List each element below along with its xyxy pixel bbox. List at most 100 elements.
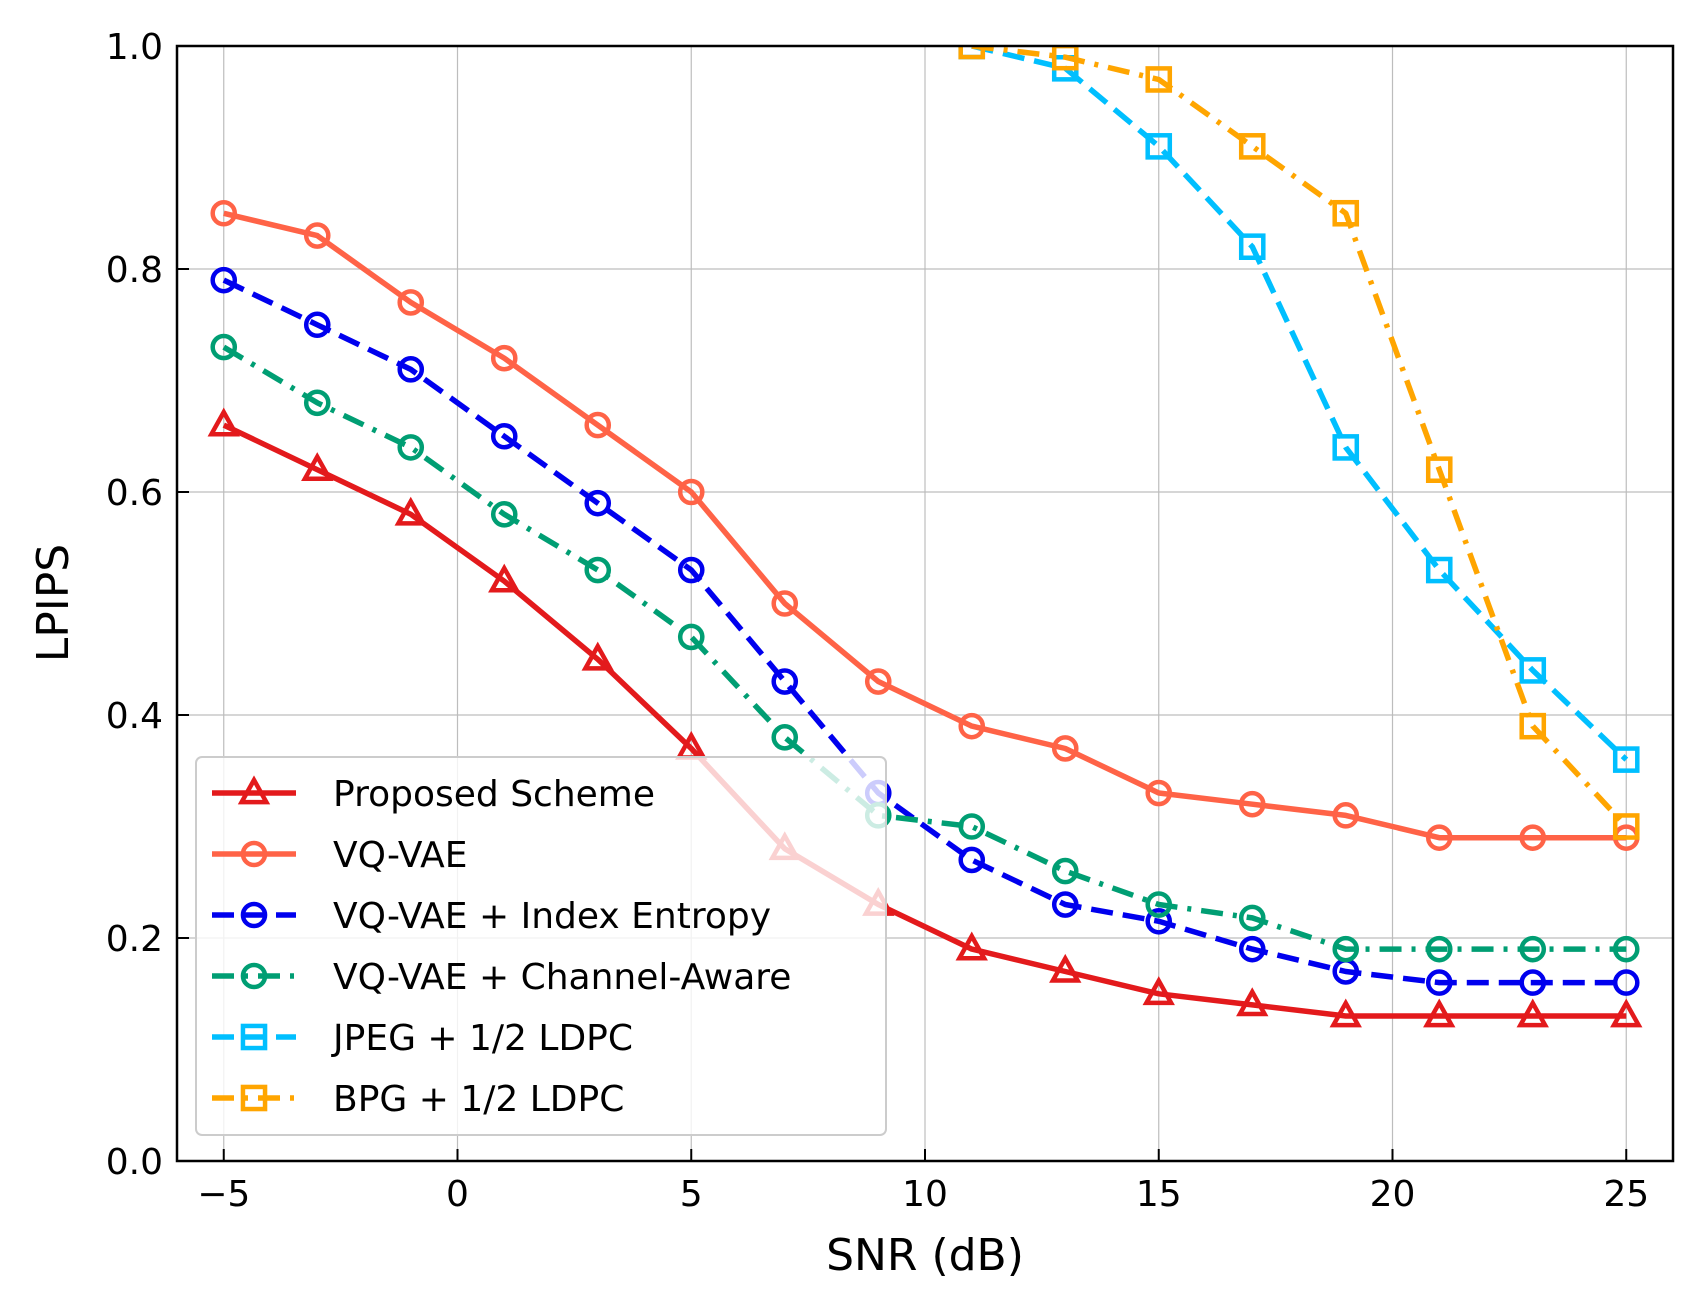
legend-label: VQ-VAE xyxy=(333,835,468,876)
legend-entry: VQ-VAE xyxy=(212,835,468,876)
data-point xyxy=(677,478,705,506)
data-point xyxy=(1425,824,1453,851)
x-tick-label: 0 xyxy=(446,1174,469,1215)
data-point xyxy=(771,724,799,751)
data-point xyxy=(584,411,612,439)
data-point xyxy=(1519,657,1547,684)
y-tick-label: 1.0 xyxy=(106,27,163,68)
series-jpeg-1-2-ldpc xyxy=(958,46,1640,773)
legend-marker xyxy=(240,1084,268,1112)
data-point xyxy=(864,668,892,695)
data-point xyxy=(1238,790,1266,818)
series-line xyxy=(971,46,1629,762)
data-point xyxy=(1238,904,1266,932)
series-bpg-1-2-ldpc xyxy=(958,46,1640,840)
data-point xyxy=(1332,434,1360,461)
data-point xyxy=(1145,891,1173,918)
series-line xyxy=(222,277,1627,986)
data-point xyxy=(1145,66,1173,93)
data-point xyxy=(1332,935,1360,963)
data-point xyxy=(303,389,331,417)
series-vq-vae-index-entropy xyxy=(210,266,1640,996)
data-point xyxy=(1423,998,1456,1028)
series-vq-vae xyxy=(210,199,1640,851)
data-point xyxy=(1238,935,1266,963)
x-tick-label: 15 xyxy=(1136,1174,1182,1215)
data-point xyxy=(1612,746,1640,773)
data-point xyxy=(581,641,614,671)
tick-labels: −5 0 5 10 15 20 25 0.0 0.2 0.4 0.6 0.8 1.0 xyxy=(106,27,1649,1215)
y-tick-label: 0.6 xyxy=(106,473,163,514)
legend-label: VQ-VAE + Channel-Aware xyxy=(333,957,791,998)
y-tick-label: 0.4 xyxy=(106,696,163,737)
data-point xyxy=(1425,556,1453,584)
legend-entry: BPG + 1/2 LDPC xyxy=(212,1079,624,1120)
legend-entry: VQ-VAE + Index Entropy xyxy=(212,896,771,937)
x-tick-label: 10 xyxy=(902,1174,948,1215)
data-point xyxy=(1425,935,1453,963)
x-tick-label: −5 xyxy=(197,1174,250,1215)
data-point xyxy=(1612,935,1640,963)
series-line xyxy=(222,422,1627,1019)
y-tick-label: 0.8 xyxy=(106,250,163,291)
data-point xyxy=(210,333,238,361)
data-point xyxy=(1332,199,1360,227)
series-line xyxy=(222,344,1627,952)
y-axis-title: LPIPS xyxy=(28,544,79,663)
legend-box xyxy=(195,756,887,1136)
data-point xyxy=(1519,824,1547,851)
data-point xyxy=(1519,712,1547,740)
data-point xyxy=(301,452,334,482)
data-point xyxy=(1051,735,1079,762)
legend-label: Proposed Scheme xyxy=(333,774,655,815)
data-point xyxy=(1516,998,1549,1028)
data-point xyxy=(1238,133,1266,160)
legend-marker xyxy=(240,1023,268,1051)
x-axis-title: SNR (dB) xyxy=(826,1230,1024,1281)
data-point xyxy=(677,556,705,584)
data-point xyxy=(490,501,518,528)
data-point xyxy=(1145,779,1173,807)
data-point xyxy=(210,266,238,294)
legend-marker xyxy=(237,775,271,805)
data-point xyxy=(1519,935,1547,963)
data-point xyxy=(584,556,612,584)
legend-marker xyxy=(240,901,268,929)
x-tick-label: 5 xyxy=(680,1174,703,1215)
data-point xyxy=(1145,133,1173,160)
data-point xyxy=(1145,907,1173,935)
x-tick-label: 25 xyxy=(1603,1174,1649,1215)
data-point xyxy=(677,623,705,651)
data-point xyxy=(958,813,986,840)
data-point xyxy=(955,931,988,961)
data-point xyxy=(1425,969,1453,996)
data-point xyxy=(490,422,518,450)
series-line xyxy=(971,46,1629,829)
data-point xyxy=(490,344,518,372)
legend-entry: JPEG + 1/2 LDPC xyxy=(212,1018,633,1059)
legend-entry: VQ-VAE + Channel-Aware xyxy=(212,957,791,998)
data-point xyxy=(394,496,427,526)
data-point xyxy=(584,489,612,517)
data-point xyxy=(1236,987,1269,1017)
data-point xyxy=(1238,233,1266,260)
data-point xyxy=(207,407,240,437)
legend-label: JPEG + 1/2 LDPC xyxy=(331,1018,633,1059)
series-line xyxy=(223,210,1627,841)
data-point xyxy=(1049,953,1082,983)
data-point xyxy=(1425,456,1453,483)
data-point xyxy=(771,668,799,695)
data-point xyxy=(958,712,986,740)
legend-label: VQ-VAE + Index Entropy xyxy=(333,896,771,937)
data-point xyxy=(1610,998,1643,1028)
data-point xyxy=(1051,857,1079,885)
y-tick-label: 0.0 xyxy=(106,1142,163,1183)
data-point xyxy=(488,563,521,593)
x-tick-label: 20 xyxy=(1370,1174,1416,1215)
data-point xyxy=(1332,802,1360,829)
legend: Proposed Scheme VQ-VAE VQ-VAE + Index Entr… xyxy=(195,756,887,1136)
data-point xyxy=(1142,976,1175,1006)
data-point xyxy=(303,311,331,339)
data-point xyxy=(210,199,238,227)
